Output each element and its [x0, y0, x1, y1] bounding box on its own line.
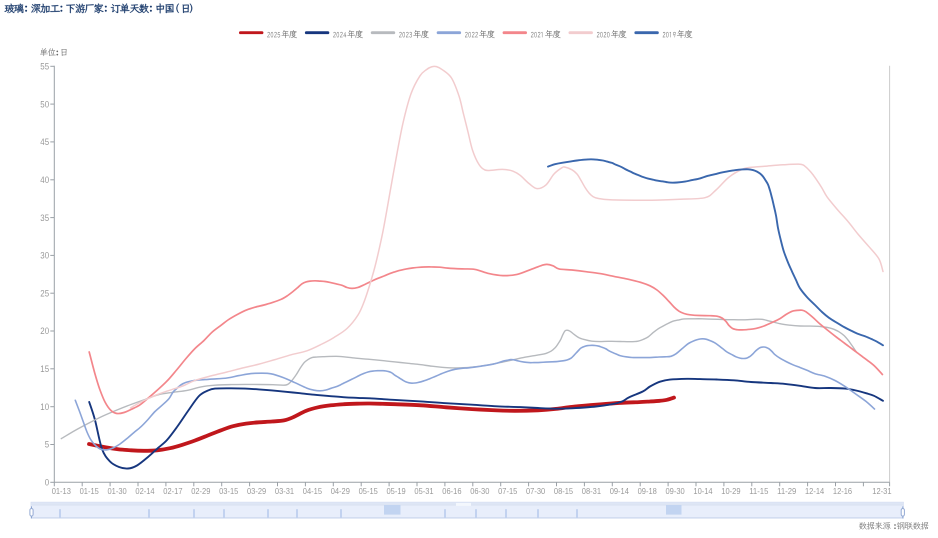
svg-text:10-14: 10-14	[693, 486, 712, 496]
svg-text:12-16: 12-16	[833, 486, 852, 496]
svg-text:09-18: 09-18	[638, 486, 657, 496]
svg-text:08-15: 08-15	[554, 486, 573, 496]
svg-text:02-17: 02-17	[163, 486, 182, 496]
svg-text:02-29: 02-29	[191, 486, 210, 496]
svg-text:11-15: 11-15	[749, 486, 768, 496]
svg-text:03-31: 03-31	[275, 486, 294, 496]
svg-text:03-15: 03-15	[219, 486, 238, 496]
svg-text:50: 50	[40, 99, 49, 110]
svg-text:10: 10	[40, 402, 49, 413]
svg-text:05-31: 05-31	[414, 486, 433, 496]
svg-text:35: 35	[40, 213, 49, 224]
svg-text:01-30: 01-30	[108, 486, 127, 496]
svg-text:12-31: 12-31	[872, 486, 891, 496]
svg-text:11-29: 11-29	[777, 486, 796, 496]
svg-text:55: 55	[40, 62, 49, 73]
svg-text:09-14: 09-14	[610, 486, 629, 496]
svg-text:07-15: 07-15	[498, 486, 517, 496]
svg-text:05-15: 05-15	[359, 486, 378, 496]
svg-text:09-30: 09-30	[666, 486, 685, 496]
svg-text:01-15: 01-15	[80, 486, 99, 496]
svg-text:0: 0	[45, 478, 49, 489]
svg-text:25: 25	[40, 288, 49, 299]
svg-text:10-29: 10-29	[721, 486, 740, 496]
svg-text:04-15: 04-15	[303, 486, 322, 496]
svg-text:12-14: 12-14	[805, 486, 824, 496]
svg-text:5: 5	[45, 440, 49, 451]
svg-text:15: 15	[40, 364, 49, 375]
svg-text:06-30: 06-30	[470, 486, 489, 496]
svg-text:01-13: 01-13	[52, 486, 71, 496]
svg-text:30: 30	[40, 251, 49, 262]
svg-text:06-16: 06-16	[442, 486, 461, 496]
svg-text:07-30: 07-30	[526, 486, 545, 496]
svg-text:20: 20	[40, 326, 49, 337]
svg-text:08-31: 08-31	[582, 486, 601, 496]
svg-text:40: 40	[40, 175, 49, 186]
svg-text:45: 45	[40, 137, 49, 148]
svg-text:02-14: 02-14	[135, 486, 154, 496]
svg-text:04-29: 04-29	[331, 486, 350, 496]
svg-text:03-29: 03-29	[247, 486, 266, 496]
svg-text:05-19: 05-19	[387, 486, 406, 496]
